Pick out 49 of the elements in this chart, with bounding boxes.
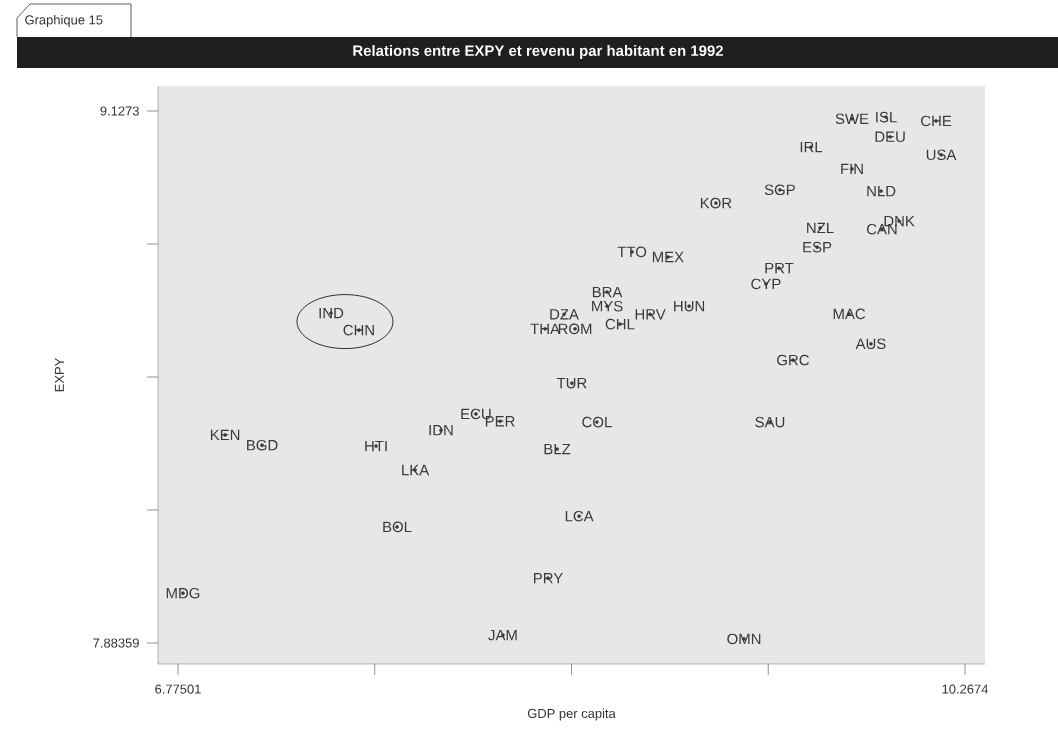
data-label: BOL xyxy=(383,521,412,533)
data-label: HUN xyxy=(674,300,705,312)
data-label: IND xyxy=(319,307,344,319)
data-label: TTO xyxy=(617,246,647,258)
x-tick-label: 6.77501 xyxy=(155,684,201,694)
x-axis-title: GDP per capita xyxy=(527,708,616,721)
data-label: LKA xyxy=(402,464,430,476)
x-tick-label: 10.2674 xyxy=(942,684,989,694)
data-label: BGD xyxy=(247,439,278,451)
data-label: GRC xyxy=(777,354,809,366)
data-label: JAM xyxy=(488,629,517,641)
chart-title: Relations entre EXPY et revenu par habitant en 1992 xyxy=(353,45,723,59)
data-label: DZA xyxy=(550,309,579,320)
data-label: USA xyxy=(926,149,957,161)
data-label: OMN xyxy=(727,633,761,645)
y-axis-title: EXPY xyxy=(54,357,64,392)
data-label: KEN xyxy=(210,429,240,441)
data-label: DEU xyxy=(875,131,905,143)
data-label: ESP xyxy=(803,241,832,253)
data-label: SWE xyxy=(835,113,869,125)
data-label: NLD xyxy=(867,185,896,197)
data-label: MDG xyxy=(166,587,200,599)
data-label: TUR xyxy=(556,377,587,389)
data-label: CHE xyxy=(921,115,952,127)
data-label: IDN xyxy=(429,425,453,436)
data-label: PRY xyxy=(534,573,563,584)
data-label: KOR xyxy=(700,197,732,209)
data-label: BRA xyxy=(592,286,623,298)
data-label: ISL xyxy=(876,111,897,123)
data-label: MEX xyxy=(652,251,684,263)
data-label: ROM xyxy=(558,323,592,335)
data-label: NZL xyxy=(807,222,834,234)
data-label: HRV xyxy=(635,309,666,320)
data-label: THA xyxy=(530,323,560,334)
data-label: AUS xyxy=(855,338,886,350)
data-label: FIN xyxy=(841,163,863,175)
data-label: LCA xyxy=(565,510,594,522)
y-tick-label: 9.1273 xyxy=(100,106,139,116)
data-label: MYS xyxy=(592,300,623,312)
data-label: SGP xyxy=(764,184,795,196)
data-label: HTI xyxy=(365,440,387,452)
data-label: COL xyxy=(582,416,612,428)
y-tick-label: 7.88359 xyxy=(93,638,139,648)
data-label: SAU xyxy=(755,416,785,428)
data-label: CHN xyxy=(343,324,374,336)
data-label: PRT xyxy=(765,262,794,274)
data-label: BLZ xyxy=(544,443,571,455)
text: Graphique 15 xyxy=(25,14,103,28)
data-label: MAC xyxy=(833,308,866,320)
